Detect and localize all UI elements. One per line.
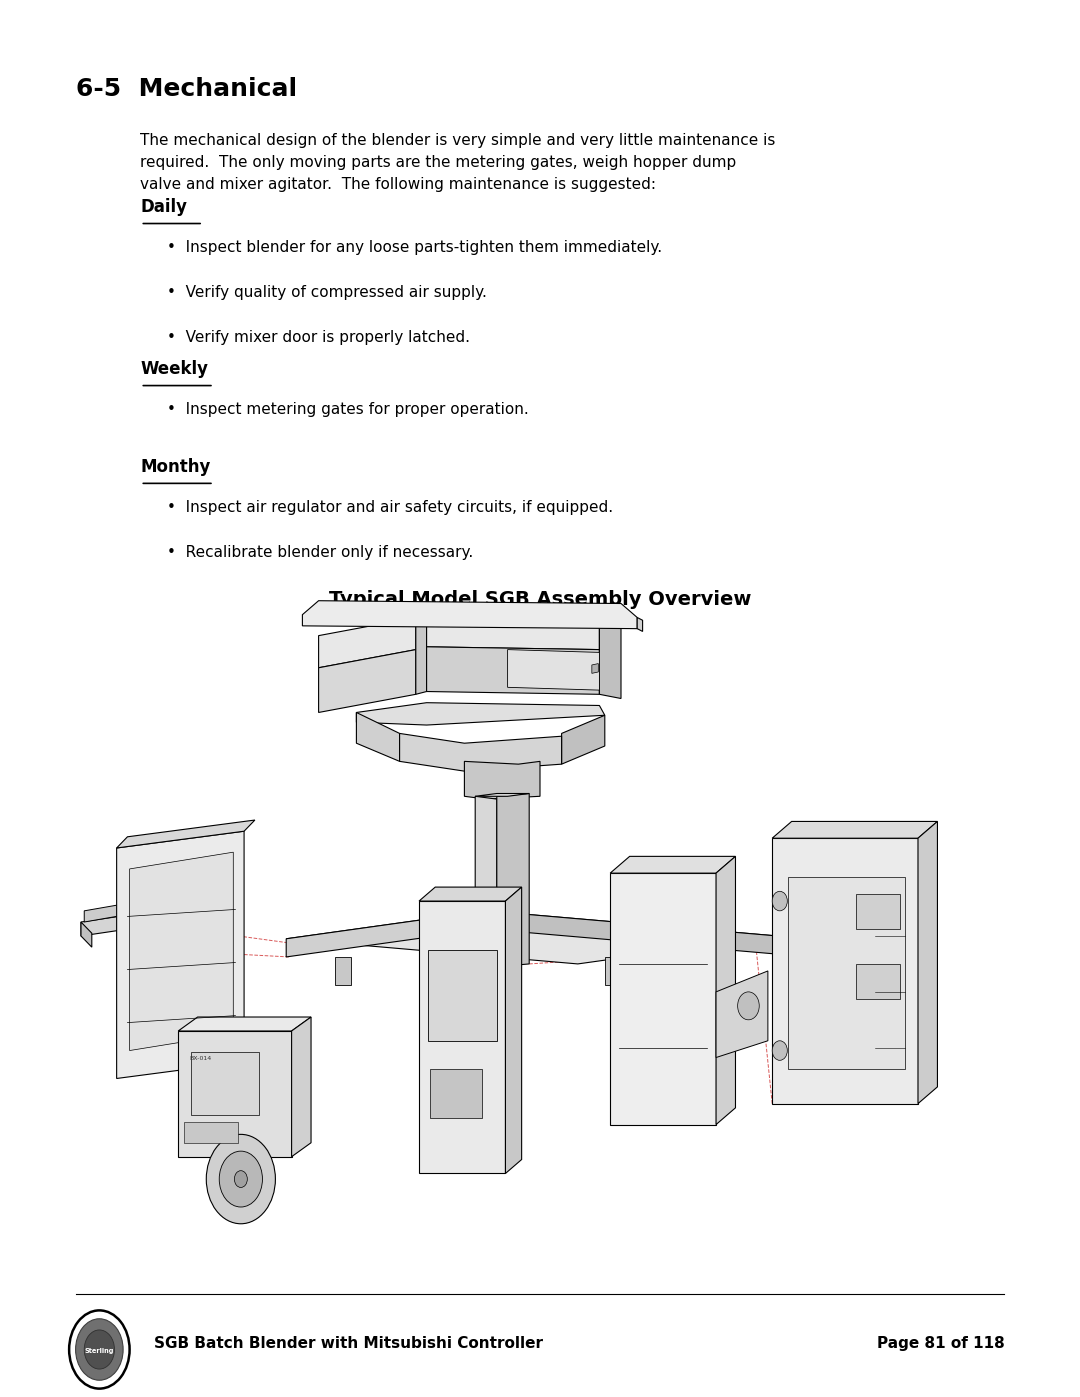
Polygon shape xyxy=(428,950,497,1041)
Polygon shape xyxy=(292,1017,311,1157)
Polygon shape xyxy=(856,894,900,929)
Text: Weekly: Weekly xyxy=(140,360,208,379)
Circle shape xyxy=(772,891,787,911)
Text: SGB Batch Blender with Mitsubishi Controller: SGB Batch Blender with Mitsubishi Contro… xyxy=(154,1337,543,1351)
Polygon shape xyxy=(421,957,437,985)
Polygon shape xyxy=(475,793,529,796)
Polygon shape xyxy=(419,901,505,1173)
Circle shape xyxy=(84,1330,114,1369)
Text: 6-5  Mechanical: 6-5 Mechanical xyxy=(76,77,297,101)
Polygon shape xyxy=(319,617,416,668)
Polygon shape xyxy=(464,761,540,799)
Polygon shape xyxy=(356,703,605,725)
Polygon shape xyxy=(505,887,522,1173)
Circle shape xyxy=(69,1310,130,1389)
Text: Daily: Daily xyxy=(140,198,188,217)
Polygon shape xyxy=(562,715,605,764)
Text: Page 81 of 118: Page 81 of 118 xyxy=(877,1337,1004,1351)
Polygon shape xyxy=(497,793,529,967)
Polygon shape xyxy=(117,831,244,1078)
Polygon shape xyxy=(130,852,233,1051)
Polygon shape xyxy=(84,901,140,922)
Text: The mechanical design of the blender is very simple and very little maintenance : The mechanical design of the blender is … xyxy=(140,133,775,193)
Text: Monthy: Monthy xyxy=(140,458,211,476)
Polygon shape xyxy=(302,601,637,629)
Polygon shape xyxy=(772,821,937,838)
Polygon shape xyxy=(356,712,400,761)
Polygon shape xyxy=(508,650,599,690)
Text: •  Inspect metering gates for proper operation.: • Inspect metering gates for proper oper… xyxy=(167,402,529,418)
Polygon shape xyxy=(191,1052,259,1115)
Polygon shape xyxy=(592,664,598,673)
Circle shape xyxy=(772,1041,787,1060)
Polygon shape xyxy=(117,820,255,848)
Polygon shape xyxy=(286,911,778,964)
Polygon shape xyxy=(637,617,643,631)
Circle shape xyxy=(738,992,759,1020)
Text: •  Recalibrate blender only if necessary.: • Recalibrate blender only if necessary. xyxy=(167,545,474,560)
Polygon shape xyxy=(416,615,427,694)
Text: •  Verify mixer door is properly latched.: • Verify mixer door is properly latched. xyxy=(167,330,471,345)
Polygon shape xyxy=(178,1031,292,1157)
Polygon shape xyxy=(605,957,621,985)
Polygon shape xyxy=(430,1069,482,1118)
Circle shape xyxy=(219,1151,262,1207)
Circle shape xyxy=(206,1134,275,1224)
Polygon shape xyxy=(856,964,900,999)
Polygon shape xyxy=(286,911,486,957)
Circle shape xyxy=(234,1171,247,1187)
Polygon shape xyxy=(81,922,92,947)
Text: •  Inspect air regulator and air safety circuits, if equipped.: • Inspect air regulator and air safety c… xyxy=(167,500,613,515)
Polygon shape xyxy=(918,821,937,1104)
Polygon shape xyxy=(716,856,735,1125)
Polygon shape xyxy=(400,733,562,771)
Polygon shape xyxy=(335,957,351,985)
Polygon shape xyxy=(184,1122,238,1143)
Polygon shape xyxy=(610,873,716,1125)
Text: Typical Model SGB Assembly Overview: Typical Model SGB Assembly Overview xyxy=(328,590,752,609)
Circle shape xyxy=(76,1319,123,1380)
Text: BX-014: BX-014 xyxy=(189,1056,212,1062)
Polygon shape xyxy=(599,617,621,698)
Polygon shape xyxy=(81,911,157,936)
Polygon shape xyxy=(427,615,599,650)
Polygon shape xyxy=(319,650,416,712)
Text: •  Verify quality of compressed air supply.: • Verify quality of compressed air suppl… xyxy=(167,285,487,300)
Text: •  Inspect blender for any loose parts-tighten them immediately.: • Inspect blender for any loose parts-ti… xyxy=(167,240,662,256)
Polygon shape xyxy=(610,856,735,873)
Polygon shape xyxy=(772,838,918,1104)
Text: Sterling: Sterling xyxy=(84,1348,114,1354)
Polygon shape xyxy=(475,796,497,967)
Polygon shape xyxy=(788,877,905,1069)
Polygon shape xyxy=(486,911,778,954)
Polygon shape xyxy=(427,647,599,694)
Polygon shape xyxy=(178,1017,311,1031)
Polygon shape xyxy=(419,887,522,901)
Polygon shape xyxy=(716,971,768,1058)
Polygon shape xyxy=(702,957,718,985)
